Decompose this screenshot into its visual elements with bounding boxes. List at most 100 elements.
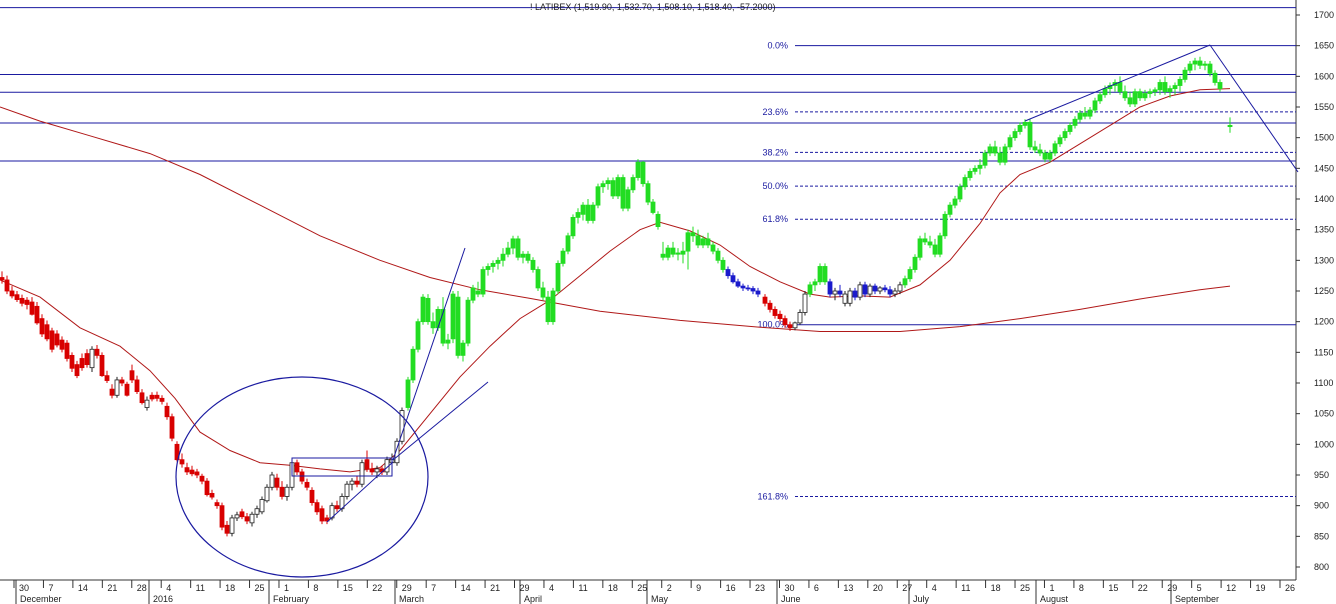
candle [94,344,100,359]
y-tick-label: 800 [1314,562,1329,572]
candle [1032,140,1038,153]
candle-body [1027,121,1033,148]
candle-body [1207,63,1213,74]
candle [324,514,330,525]
candle-body [224,524,230,534]
candle-body [19,297,25,304]
candle [1107,82,1113,95]
candle-body [892,290,898,295]
candle-body [284,486,290,497]
candle [937,232,943,258]
candle-body [495,259,501,264]
candle [39,314,45,337]
candle [54,330,60,348]
candle [1147,88,1153,98]
candle [1082,107,1088,120]
candle [269,471,275,491]
candle [1027,119,1033,150]
candle [84,349,90,368]
candle [560,248,566,267]
candle-body [725,269,731,277]
candle-body [847,290,853,304]
candle [124,381,130,397]
candle-body [4,279,10,292]
candle [1227,117,1233,133]
candle-body [575,212,581,218]
chart-title: ! LATIBEX (1,519.90, 1,532.70, 1,508.10,… [530,2,776,12]
candle [1212,70,1218,86]
candle [605,177,611,190]
candle-body [992,146,998,154]
candle [635,159,641,181]
candle-body [690,232,696,237]
candle [615,174,621,199]
candle-body [862,284,868,295]
candle [715,248,721,264]
candle-body [887,289,893,295]
candle [405,376,411,411]
candle-body [244,516,250,522]
candle [1192,57,1198,71]
x-tick-label: 27 [902,583,912,593]
candle-body [229,517,235,534]
candle-body [907,269,913,280]
x-tick-label: 4 [549,583,554,593]
candle-body [164,405,170,418]
candle-body [174,443,180,461]
candle [827,278,833,298]
candle [555,260,561,295]
candle-body [1057,137,1063,145]
candle-body [394,440,400,464]
candle [650,199,656,215]
candle [1122,85,1128,101]
candle [9,286,15,299]
candle [394,438,400,466]
candle-body [410,348,416,381]
candle-body [777,313,783,320]
candle [750,286,756,295]
candle [787,321,793,331]
candle-body [399,410,405,442]
candle [129,364,135,383]
candle-body [179,459,185,465]
candle-body [947,204,953,215]
y-tick-label: 1700 [1314,10,1334,20]
candle-body [1097,94,1103,102]
y-tick-label: 1000 [1314,439,1334,449]
candle-body [475,290,481,295]
candle-body [1077,112,1083,120]
candle [359,459,365,488]
candle-body [942,213,948,237]
candle [214,499,220,509]
candle [1162,76,1168,95]
candle [1197,56,1203,69]
candle-body [580,204,586,215]
candle-body [490,262,496,267]
candle-body [762,296,768,304]
candle-body [680,250,686,255]
candle [440,297,446,347]
candle-body [525,253,531,261]
candle-body [1162,82,1168,93]
x-tick-label: 29 [1167,583,1177,593]
candle-body [530,259,536,270]
candle [44,320,50,342]
candle [1007,134,1013,150]
candle [465,297,471,347]
candle-body [199,475,205,482]
candle [184,462,190,475]
candle-body [902,278,908,286]
candle-body [1132,91,1138,105]
candle [430,312,436,334]
candle-body [745,287,751,290]
candle-body [1072,118,1078,126]
candle [1042,149,1048,163]
candle [1057,134,1063,147]
candle-body [650,201,656,213]
candle-body [485,266,491,270]
candle-body [1012,131,1018,139]
candle [169,413,175,442]
candle [610,177,616,199]
candle [410,346,416,383]
candle [867,283,873,298]
